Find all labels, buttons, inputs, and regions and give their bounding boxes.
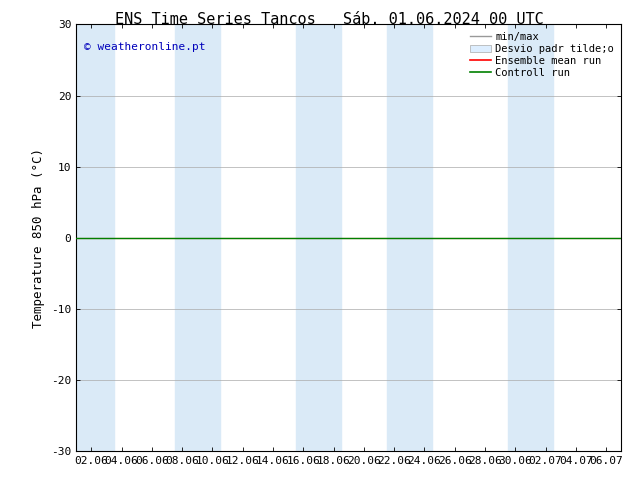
Bar [68, 24, 114, 451]
Text: ENS Time Series Tancos: ENS Time Series Tancos [115, 12, 316, 27]
Text: Sáb. 01.06.2024 00 UTC: Sáb. 01.06.2024 00 UTC [344, 12, 544, 27]
Text: © weatheronline.pt: © weatheronline.pt [84, 42, 206, 51]
Bar [387, 24, 432, 451]
Bar [508, 24, 553, 451]
Bar [174, 24, 220, 451]
Y-axis label: Temperature 850 hPa (°C): Temperature 850 hPa (°C) [32, 147, 46, 328]
Legend: min/max, Desvio padr tilde;o, Ensemble mean run, Controll run: min/max, Desvio padr tilde;o, Ensemble m… [468, 30, 616, 80]
Bar [295, 24, 341, 451]
